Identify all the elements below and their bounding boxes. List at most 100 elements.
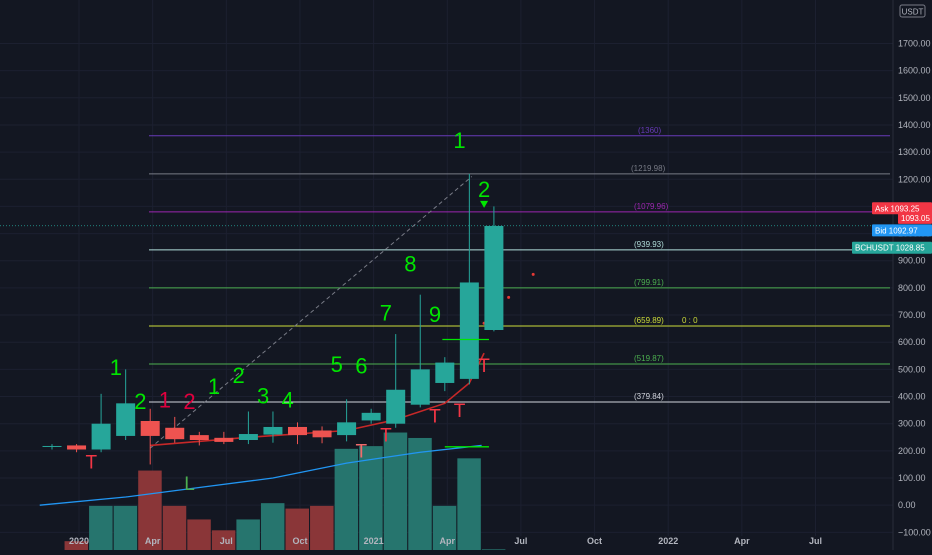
fib-level-label: (1079.96) xyxy=(634,202,669,211)
price-tag xyxy=(872,202,932,215)
sequence-label-red: 2 xyxy=(183,389,195,414)
volume-bar xyxy=(211,530,236,555)
volume-bar xyxy=(138,470,162,555)
sequence-label-green: 3 xyxy=(257,383,269,408)
y-tick-label: 1500.00 xyxy=(898,93,931,103)
fib-level-label: (799.91) xyxy=(634,278,664,287)
candle-body xyxy=(361,412,381,421)
volume-bar xyxy=(432,505,457,555)
trend-curve xyxy=(39,444,482,506)
fib-level-label: (379.84) xyxy=(634,392,664,401)
volume-bar xyxy=(310,505,334,555)
volume-layer xyxy=(40,432,506,555)
volume-bar xyxy=(113,505,138,555)
sequence-label-green: 5 xyxy=(331,352,343,377)
y-tick-label: 500.00 xyxy=(898,364,926,374)
fib-level-extra: 0 : 0 xyxy=(682,316,698,325)
y-tick-label: 1700.00 xyxy=(898,38,931,48)
price-tag-text: BCHUSDT 1028.85 xyxy=(855,244,925,253)
volume-bar xyxy=(260,503,285,555)
x-tick-label: Oct xyxy=(587,536,602,546)
y-tick-label: 400.00 xyxy=(898,392,926,402)
volume-bar xyxy=(457,458,481,555)
volume-bar xyxy=(285,508,309,555)
candle-body xyxy=(238,434,258,440)
x-tick-label: 2022 xyxy=(658,536,678,546)
candle-body xyxy=(116,403,136,436)
y-tick-label: 600.00 xyxy=(898,337,926,347)
candle-body xyxy=(140,420,160,436)
price-tag xyxy=(852,241,932,254)
fib-level-label: (1360) xyxy=(638,126,661,135)
x-tick-label: 2021 xyxy=(364,536,384,546)
t-marker: T xyxy=(356,442,368,463)
candle-body xyxy=(91,423,111,450)
sequence-label-green: 8 xyxy=(404,252,416,277)
sequence-label-green: 1 xyxy=(208,374,220,399)
sequence-label-green: 2 xyxy=(232,363,244,388)
y-tick-label: 300.00 xyxy=(898,419,926,429)
volume-bar xyxy=(383,432,408,555)
t-marker: T xyxy=(454,401,466,422)
y-tick-label: 700.00 xyxy=(898,310,926,320)
y-tick-label: 1200.00 xyxy=(898,174,931,184)
y-tick-label: 200.00 xyxy=(898,446,926,456)
volume-bar xyxy=(334,448,359,555)
candle-body xyxy=(459,282,479,379)
volume-bar xyxy=(359,446,383,555)
candle-body xyxy=(263,426,283,435)
x-tick-label: Jul xyxy=(220,536,233,546)
t-marker: T xyxy=(478,356,490,377)
candle-body xyxy=(386,389,406,424)
price-tag-text: Bid 1092.97 xyxy=(875,226,918,235)
fib-level-label: (939.93) xyxy=(634,240,664,249)
y-tick-label: 1600.00 xyxy=(898,66,931,76)
price-tag-text: 1093.05 xyxy=(901,214,930,223)
sequence-label-green: 4 xyxy=(282,387,294,412)
y-tick-label: 1300.00 xyxy=(898,147,931,157)
y-tick-label: 1400.00 xyxy=(898,120,931,130)
fib-level-label: (519.87) xyxy=(634,354,664,363)
volume-bar xyxy=(236,519,260,555)
projection-dot xyxy=(507,295,511,299)
t-marker: T xyxy=(380,425,392,446)
candle-body xyxy=(288,426,307,436)
currency-badge[interactable] xyxy=(899,4,926,18)
candle-body xyxy=(165,427,185,440)
x-tick-label: Jul xyxy=(514,536,527,546)
sequence-label-green: 6 xyxy=(355,353,367,378)
sequence-label-red: 1 xyxy=(159,387,171,412)
price-tag-text: Ask 1093.25 xyxy=(875,204,920,213)
candle-body xyxy=(42,445,62,447)
volume-bar xyxy=(408,437,432,555)
y-tick-label: 800.00 xyxy=(898,283,926,293)
projection-dot xyxy=(531,272,535,276)
volume-bar xyxy=(187,519,211,555)
x-tick-label: 2020 xyxy=(69,536,89,546)
y-tick-label: 100.00 xyxy=(898,473,926,483)
y-tick-label: −100.00 xyxy=(898,527,931,537)
candle-body xyxy=(410,369,430,405)
candle-body xyxy=(337,422,357,436)
volume-bar xyxy=(89,505,113,555)
price-axis-bg xyxy=(893,0,932,550)
y-tick-label: 0.00 xyxy=(898,500,916,510)
x-tick-label: Oct xyxy=(292,536,307,546)
price-tag xyxy=(872,224,932,237)
fib-level-label: (1219.98) xyxy=(631,164,666,173)
t-marker: T xyxy=(85,453,97,474)
candle-body xyxy=(484,225,504,330)
sequence-label-green: 1 xyxy=(110,355,122,380)
x-tick-label: Apr xyxy=(145,536,161,546)
candle-body xyxy=(214,437,234,442)
sequence-label-green: 2 xyxy=(134,389,146,414)
grid-layer xyxy=(0,0,893,536)
dashed-trend-line xyxy=(149,176,473,449)
sequence-label-green: 1 xyxy=(453,128,465,153)
candle-body xyxy=(189,435,209,440)
sequence-label-green: 7 xyxy=(380,300,392,325)
